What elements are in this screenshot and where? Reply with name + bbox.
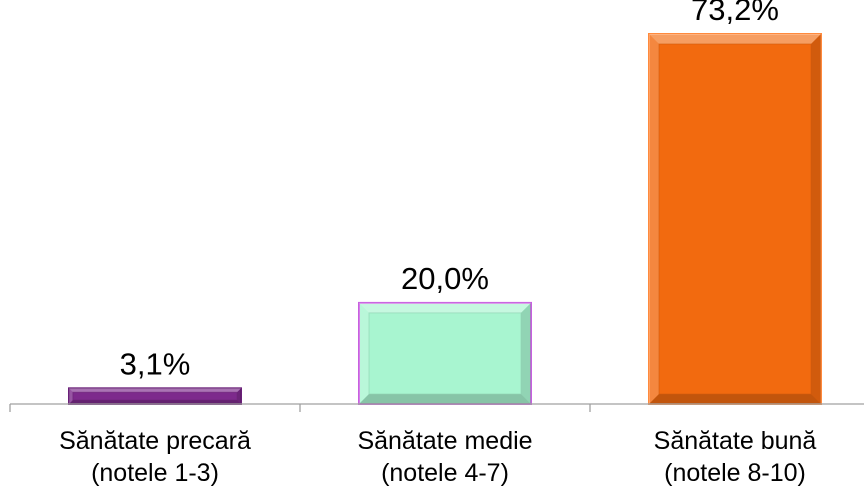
bar (358, 301, 532, 405)
x-tick-label: Sănătate precară (59, 427, 251, 455)
x-tick-label: Sănătate bună (654, 427, 817, 455)
category-labels-group: Sănătate precară (notele 1-3) Sănătate med… (59, 427, 816, 487)
x-tick-label: (notele 1-3) (91, 459, 219, 487)
bar-body (648, 33, 822, 405)
bar-bevel-left (359, 302, 369, 404)
bar-inner-edge (72, 391, 238, 401)
value-labels-group: 3,1% 20,0% 73,2% (120, 0, 779, 381)
bar-bevel-bottom (359, 394, 531, 404)
bar-bevel-top (649, 34, 821, 44)
bars-group (68, 33, 822, 405)
bar (68, 387, 242, 405)
x-tick-label: (notele 8-10) (664, 459, 806, 487)
bar-bevel-left (649, 34, 659, 404)
bar-bevel-bottom (649, 394, 821, 404)
bar-inner-edge (658, 43, 812, 395)
bar-bevel-left (69, 388, 73, 404)
bar-bevel-top (359, 302, 531, 313)
x-axis (9, 403, 864, 412)
data-label: 3,1% (120, 346, 191, 381)
bar-bevel-top (69, 388, 241, 393)
bar-bevel-right (811, 34, 821, 404)
x-tick-label: Sănătate medie (357, 427, 532, 455)
bar-bevel-right (521, 302, 531, 404)
bar-bevel-right (237, 388, 241, 404)
x-tick-label: (notele 4-7) (381, 459, 509, 487)
data-label: 73,2% (691, 0, 779, 27)
bar-body (358, 301, 532, 405)
bar (648, 33, 822, 405)
data-label: 20,0% (401, 261, 489, 296)
bar-inner-edge (368, 312, 522, 395)
bar-bevel-bottom (69, 400, 241, 404)
